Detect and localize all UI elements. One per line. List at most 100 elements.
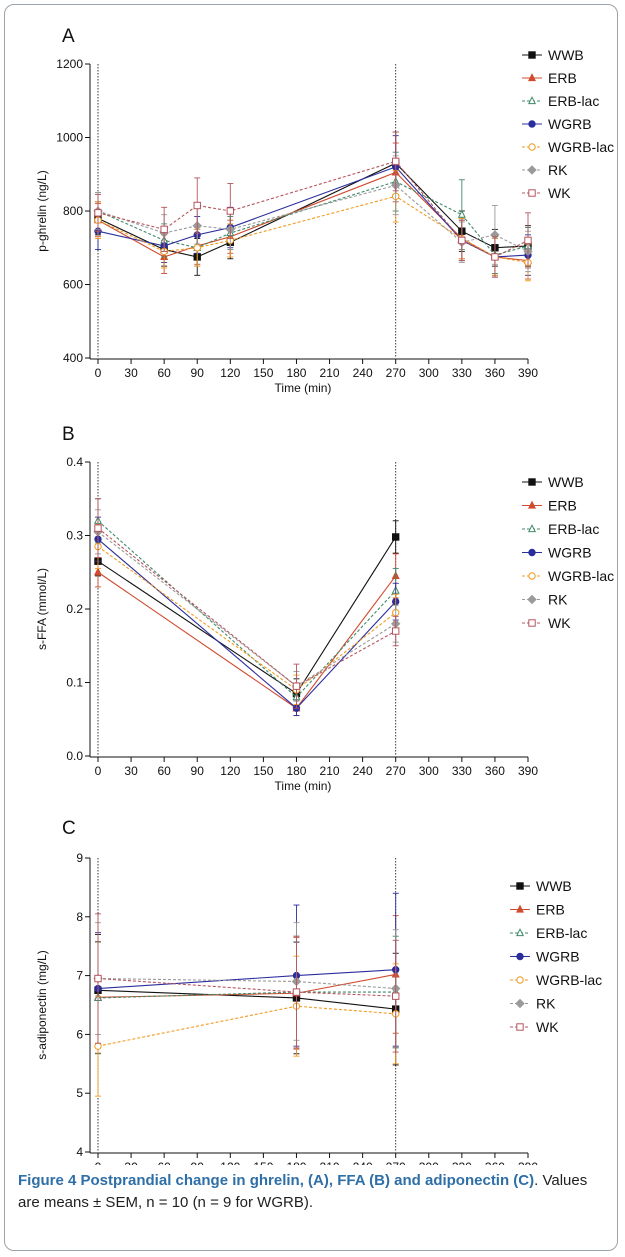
x-tick-label: 0 <box>95 1160 102 1165</box>
panel-label: A <box>62 26 75 47</box>
x-axis-title: Time (min) <box>275 381 332 395</box>
legend-marker <box>527 96 537 105</box>
data-point <box>457 209 466 218</box>
series-line <box>97 1005 396 1047</box>
series-line <box>97 162 529 258</box>
chart-panel-C: C456789030609012015018021024027030033036… <box>35 818 602 1165</box>
series-line <box>97 538 397 709</box>
legend-marker <box>528 120 536 128</box>
series-RK <box>93 509 401 702</box>
y-tick-label: 800 <box>63 204 83 218</box>
legend-marker <box>528 478 536 486</box>
data-point <box>391 157 400 166</box>
x-tick-label: 0 <box>95 764 102 778</box>
series-WGRB <box>94 135 532 278</box>
series-WWB <box>94 520 400 709</box>
x-axis-title: Time (min) <box>275 779 332 793</box>
x-tick-label: 390 <box>518 1160 538 1165</box>
y-tick-label: 400 <box>63 351 83 365</box>
chart-panel-B: B 0.0 0.1 0.2 0.3 0.4 0 30 60 90 120 150 180 210 240 27… <box>35 424 614 793</box>
data-point <box>93 567 103 576</box>
data-point <box>292 682 301 690</box>
x-tick-label: 210 <box>320 764 340 778</box>
legend-marker <box>528 572 536 580</box>
x-tick-label: 120 <box>220 1160 240 1165</box>
x-tick-label: 360 <box>485 764 505 778</box>
legend-label: WWB <box>548 47 584 63</box>
data-point <box>391 992 400 1000</box>
data-point <box>94 1042 102 1050</box>
x-tick-label: 270 <box>386 1160 406 1165</box>
series-line <box>97 531 396 687</box>
legend-marker <box>515 904 525 913</box>
x-tick-label: 120 <box>220 764 240 778</box>
legend-marker <box>516 952 524 961</box>
x-tick-label: 30 <box>124 366 138 380</box>
legend-label: WGRB-lac <box>548 139 614 155</box>
legend-label: WGRB-lac <box>536 972 602 988</box>
data-point <box>391 627 400 635</box>
x-tick-label: 0 <box>95 366 102 380</box>
data-point <box>491 253 499 261</box>
x-tick-label: 300 <box>419 1160 439 1165</box>
x-tick-label: 180 <box>286 1160 306 1165</box>
legend-marker <box>527 524 537 533</box>
series-line <box>97 536 397 695</box>
x-tick-label: 180 <box>286 366 306 380</box>
panel-label: C <box>62 818 76 839</box>
x-tick-label: 330 <box>452 1160 472 1165</box>
series-WGRB <box>94 516 400 717</box>
data-point <box>458 236 466 245</box>
y-tick-label: 7 <box>76 969 83 983</box>
legend-label: WGRB <box>536 949 580 965</box>
x-tick-label: 240 <box>353 366 373 380</box>
series-line <box>97 184 529 252</box>
legend: WWB ERB ERB-lac WGRB WGRB-lac RK WK <box>522 474 614 631</box>
x-tick-label: 390 <box>518 764 538 778</box>
y-tick-label: 600 <box>63 278 83 292</box>
series-WK <box>94 498 400 709</box>
legend-marker <box>528 619 536 627</box>
x-tick-label: 270 <box>386 764 406 778</box>
legend-label: WWB <box>548 474 584 490</box>
data-point <box>160 225 168 234</box>
series-WWB <box>94 933 400 1066</box>
figure-caption: Figure 4 Postprandial change in ghrelin,… <box>18 1170 608 1214</box>
data-point <box>94 974 102 983</box>
panel-label: B <box>62 424 75 445</box>
series-RK <box>93 922 401 1048</box>
series-ERB <box>93 142 533 280</box>
legend-label: ERB-lac <box>536 925 587 941</box>
data-point <box>524 236 532 245</box>
x-tick-label: 270 <box>386 366 406 380</box>
data-point <box>94 524 102 532</box>
series-line <box>97 546 397 691</box>
legend-label: ERB <box>536 902 565 918</box>
legend-marker <box>527 594 537 605</box>
x-tick-label: 150 <box>253 1160 273 1165</box>
legend-label: ERB <box>548 498 577 514</box>
legend-label: WK <box>548 615 571 631</box>
legend-label: WWB <box>536 878 572 894</box>
series-ERB-lac <box>93 935 400 1055</box>
y-tick-label: 0.4 <box>66 455 83 469</box>
series-WWB <box>94 131 532 276</box>
series-WGRB-lac <box>94 955 400 1097</box>
x-tick-label: 60 <box>157 366 171 380</box>
x-tick-label: 210 <box>320 366 340 380</box>
legend-marker <box>528 51 536 59</box>
figure-frame <box>4 4 618 1251</box>
data-point <box>226 207 235 215</box>
data-point <box>193 201 201 210</box>
x-tick-label: 60 <box>157 1160 171 1165</box>
series-ERB <box>93 915 400 1054</box>
series-line <box>97 969 396 990</box>
y-tick-label: 9 <box>76 851 83 865</box>
series-WGRB <box>94 892 400 1047</box>
series-line <box>97 977 396 990</box>
x-tick-label: 30 <box>124 764 138 778</box>
x-tick-label: 390 <box>518 366 538 380</box>
y-axis-title: s-FFA (mmol/L) <box>35 568 49 650</box>
series-WGRB-lac <box>94 524 400 705</box>
